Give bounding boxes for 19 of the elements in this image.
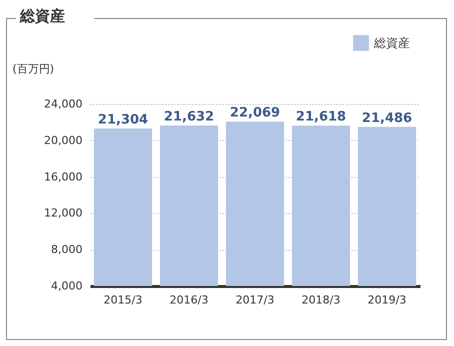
legend-label: 総資産: [373, 36, 410, 50]
y-tick-label: 4,000: [51, 280, 82, 292]
data-label: 21,304: [98, 112, 148, 128]
y-tick-label: 12,000: [44, 206, 82, 220]
chart-title: 総資産: [20, 7, 65, 26]
x-tick-label: 2015/3: [104, 294, 142, 306]
x-tick-label: 2017/3: [236, 294, 274, 306]
data-label: 21,632: [164, 110, 214, 125]
data-label: 22,069: [230, 106, 280, 121]
x-tick-label: 2019/3: [368, 294, 406, 306]
x-tick-label: 2016/3: [170, 294, 208, 306]
x-tick-label: 2018/3: [302, 294, 340, 306]
y-tick-label: 20,000: [44, 134, 82, 147]
y-axis-title: (百万円): [12, 62, 54, 76]
y-tick-label: 24,000: [44, 98, 82, 110]
y-tick-label: 8,000: [51, 243, 82, 256]
data-label: 21,618: [296, 110, 346, 125]
y-tick-label: 16,000: [44, 170, 82, 184]
data-label: 21,486: [362, 110, 412, 126]
